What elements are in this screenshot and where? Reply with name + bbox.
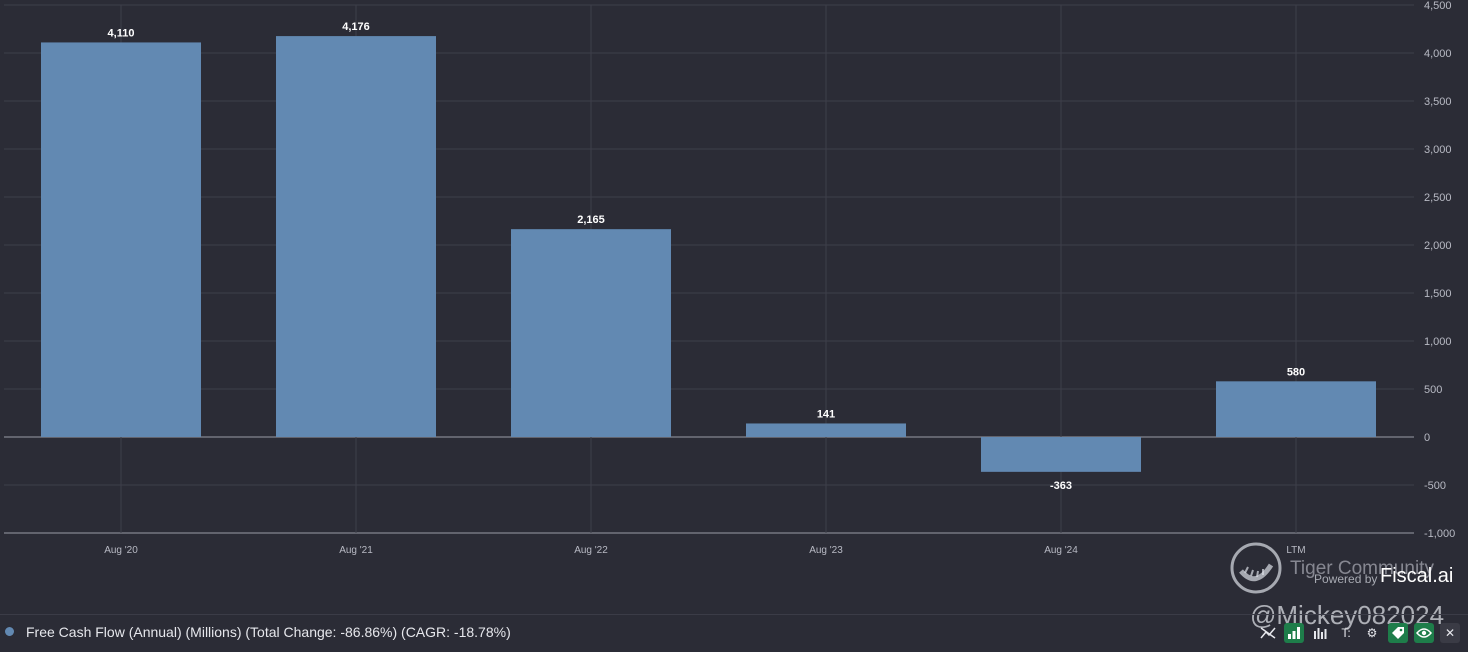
x-tick-label: LTM xyxy=(1286,545,1305,556)
bar[interactable] xyxy=(276,36,436,437)
text-icon[interactable]: T: xyxy=(1341,626,1351,640)
hide-chart-icon[interactable] xyxy=(1258,623,1278,643)
watermark-powered-by: Powered by xyxy=(1314,572,1378,586)
eye-icon[interactable] xyxy=(1414,623,1434,643)
y-tick-label: 2,500 xyxy=(1424,192,1452,204)
y-tick-label: -1,000 xyxy=(1424,528,1455,540)
watermark-brand: Fiscal.ai xyxy=(1380,565,1454,587)
bar-value-label: 2,165 xyxy=(577,214,605,226)
x-tick-label: Aug '20 xyxy=(104,545,138,556)
y-tick-label: 1,000 xyxy=(1424,336,1452,348)
bar[interactable] xyxy=(41,42,201,437)
y-axis: -1,000 -500 0 500 1,000 1,500 2,000 2,500 3,000 3… xyxy=(1424,0,1455,540)
y-tick-label: 0 xyxy=(1424,432,1430,444)
y-tick-label: 2,000 xyxy=(1424,240,1452,252)
y-tick-label: 3,500 xyxy=(1424,96,1452,108)
x-tick-label: Aug '24 xyxy=(1044,545,1078,556)
x-tick-label: Aug '23 xyxy=(809,545,843,556)
tag-icon[interactable] xyxy=(1388,623,1408,643)
bar[interactable] xyxy=(746,423,906,437)
x-axis: Aug '20 Aug '21 Aug '22 Aug '23 Aug '24 LTM xyxy=(104,545,1305,556)
bar-value-label: 4,176 xyxy=(342,21,370,33)
bar-value-label: 141 xyxy=(817,408,835,420)
chart-toolbar: T: ⚙ ✕ xyxy=(1258,622,1460,644)
close-icon[interactable]: ✕ xyxy=(1440,623,1460,643)
watermark-community: Tiger Community xyxy=(1290,558,1434,579)
bar-chart-icon[interactable] xyxy=(1284,623,1304,643)
column-chart-icon[interactable] xyxy=(1310,623,1330,643)
grid xyxy=(4,4,1414,534)
legend-dot xyxy=(5,627,14,636)
bar[interactable] xyxy=(1216,381,1376,437)
y-tick-label: -500 xyxy=(1424,480,1446,492)
x-tick-label: Aug '21 xyxy=(339,545,373,556)
y-tick-label: 3,000 xyxy=(1424,144,1452,156)
bar-value-label: 580 xyxy=(1287,366,1305,378)
legend-label[interactable]: Free Cash Flow (Annual) (Millions) (Tota… xyxy=(26,624,511,640)
bar[interactable] xyxy=(511,229,671,437)
y-tick-label: 4,000 xyxy=(1424,48,1452,60)
bar-value-label: 4,110 xyxy=(108,27,135,39)
gear-icon[interactable]: ⚙ xyxy=(1366,626,1378,640)
bars xyxy=(41,36,1376,472)
y-tick-label: 1,500 xyxy=(1424,288,1452,300)
bar-value-label: -363 xyxy=(1050,480,1072,492)
legend-bar: Free Cash Flow (Annual) (Millions) (Tota… xyxy=(0,614,1468,652)
value-labels: 4,110 4,176 2,165 141 -363 580 xyxy=(108,21,1306,492)
x-tick-label: Aug '22 xyxy=(574,545,608,556)
chart: 4,110 4,176 2,165 141 -363 580 Aug '20 Aug '21… xyxy=(4,0,1455,556)
tiger-logo-icon xyxy=(1230,542,1282,594)
y-tick-label: 500 xyxy=(1424,384,1442,396)
bar[interactable] xyxy=(981,437,1141,472)
watermark-user: @Mickey082024 xyxy=(1250,600,1445,630)
y-tick-label: 4,500 xyxy=(1424,0,1452,12)
